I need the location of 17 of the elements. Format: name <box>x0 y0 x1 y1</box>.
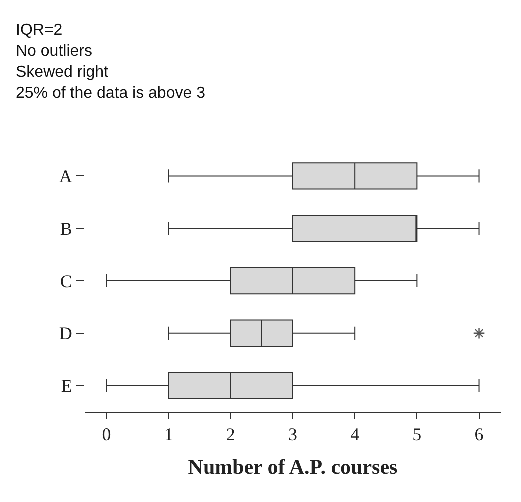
text: No outliers <box>16 43 92 60</box>
x-tick-label: 6 <box>474 424 484 445</box>
y-tick-label: D <box>59 324 72 344</box>
y-tick-label: A <box>59 166 72 186</box>
text: 25% of the data is above 3 <box>16 85 206 102</box>
y-tick-label: E <box>61 376 72 396</box>
x-axis-title: Number of A.P. courses <box>188 454 398 479</box>
text: Skewed right <box>16 64 110 81</box>
y-tick-label: B <box>60 218 72 239</box>
x-tick-label: 2 <box>226 424 236 445</box>
text: IQR=2 <box>16 22 63 39</box>
x-tick-label: 0 <box>102 424 112 445</box>
y-tick-label: C <box>60 271 72 292</box>
x-tick-label: 3 <box>288 424 298 445</box>
x-tick-label: 5 <box>412 424 422 445</box>
x-tick-label: 1 <box>164 424 174 445</box>
x-tick-label: 4 <box>350 424 360 445</box>
